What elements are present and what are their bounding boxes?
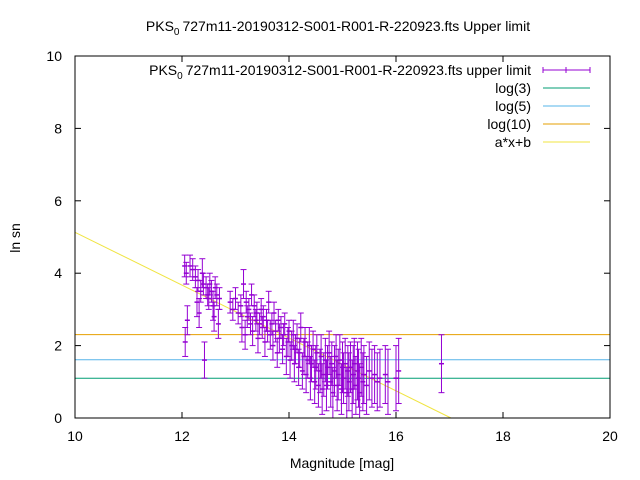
plot-frame: [74, 55, 611, 419]
data-point: [227, 290, 234, 314]
data-point: [359, 352, 366, 412]
data-point: [318, 334, 325, 379]
data-point: [360, 345, 367, 405]
data-point: [384, 348, 391, 415]
x-tick-label: 20: [602, 428, 618, 444]
data-point: [374, 352, 381, 412]
data-point: [344, 345, 351, 397]
legend-swatches: [542, 67, 591, 143]
y-tick-label: 4: [54, 265, 62, 281]
data-point: [235, 301, 242, 325]
x-tick-label: 16: [388, 428, 404, 444]
data-point: [438, 334, 445, 394]
x-tick-label: 10: [67, 428, 83, 444]
data-point: [189, 258, 196, 281]
data-point: [395, 337, 402, 405]
x-tick-label: 12: [174, 428, 190, 444]
legend-label-log10: log(10): [487, 116, 531, 132]
x-axis-title: Magnitude [mag]: [290, 455, 394, 471]
data-point: [363, 355, 370, 415]
data-point: [368, 348, 375, 408]
data-points: [181, 254, 445, 419]
data-point: [251, 294, 258, 318]
data-point: [183, 261, 190, 285]
data-point: [323, 359, 330, 412]
data-point: [275, 308, 282, 332]
data-point: [269, 330, 276, 361]
data-point: [326, 330, 333, 376]
data-point: [205, 287, 212, 310]
y-axis-title: ln sn: [7, 223, 23, 253]
data-point: [238, 312, 245, 343]
legend-label-series: PKS0 727m11-20190312-S001-R001-R-220923.f…: [149, 62, 531, 82]
data-point: [216, 287, 223, 310]
data-point: [319, 363, 326, 415]
x-tick-label: 18: [495, 428, 511, 444]
chart-title: PKS0 727m11-20190312-S001-R001-R-220923.f…: [146, 18, 530, 38]
data-point: [232, 287, 239, 310]
data-point: [376, 348, 383, 408]
data-point: [336, 334, 343, 386]
y-tick-label: 10: [46, 48, 62, 64]
y-tick-label: 6: [54, 193, 62, 209]
y-tick-label: 8: [54, 120, 62, 136]
data-point: [281, 312, 288, 336]
legend-label-log5: log(5): [495, 98, 531, 114]
data-point: [366, 341, 373, 401]
data-point: [371, 345, 378, 405]
legend-label-log3: log(3): [495, 80, 531, 96]
data-point: [240, 269, 247, 300]
data-point: [350, 345, 357, 405]
data-point: [355, 348, 362, 408]
data-point: [201, 341, 208, 379]
data-point: [211, 301, 218, 332]
legend-label-fit: a*x+b: [495, 134, 531, 150]
data-point: [393, 345, 399, 412]
legend: PKS0 727m11-20190312-S001-R001-R-220923.f…: [149, 62, 591, 150]
y-tick-label: 2: [54, 338, 62, 354]
y-tick-label: 0: [54, 410, 62, 426]
x-tick-label: 14: [281, 428, 297, 444]
data-point: [215, 308, 222, 339]
data-point: [328, 341, 335, 386]
data-point: [382, 345, 389, 405]
data-point: [184, 305, 191, 336]
data-point: [313, 334, 320, 372]
